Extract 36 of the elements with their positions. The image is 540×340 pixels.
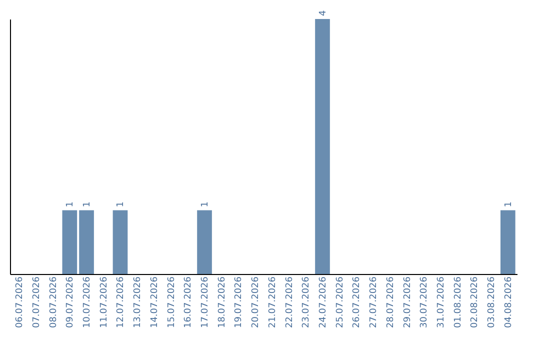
x-tick-label: 29.07.2026 <box>402 276 413 328</box>
x-tick-label: 10.07.2026 <box>82 276 93 328</box>
x-tick-label: 22.07.2026 <box>284 276 295 328</box>
x-tick-label: 17.07.2026 <box>200 276 211 328</box>
x-tick-label: 03.08.2026 <box>487 276 498 328</box>
x-tick-label: 13.07.2026 <box>133 276 144 328</box>
x-tick-label: 12.07.2026 <box>116 276 126 328</box>
x-tick-label: 21.07.2026 <box>268 276 278 328</box>
x-tick-label: 16.07.2026 <box>184 276 194 328</box>
x-tick-label: 04.08.2026 <box>504 276 514 328</box>
data-label: 1 <box>66 202 76 208</box>
x-tick-label: 28.07.2026 <box>386 276 396 328</box>
data-label: 1 <box>200 202 211 208</box>
x-tick-label: 31.07.2026 <box>436 276 446 328</box>
data-label: 1 <box>82 202 93 208</box>
x-tick-label: 18.07.2026 <box>217 276 228 328</box>
x-tick-label: 25.07.2026 <box>335 276 346 328</box>
x-tick-label: 11.07.2026 <box>99 276 110 328</box>
x-tick-label: 07.07.2026 <box>32 276 42 328</box>
x-tick-label: 27.07.2026 <box>369 276 380 328</box>
x-tick-label: 20.07.2026 <box>251 276 262 328</box>
x-tick-label: 02.08.2026 <box>470 276 480 328</box>
data-label: 4 <box>318 10 328 16</box>
x-tick-label: 14.07.2026 <box>150 276 160 328</box>
x-tick-label: 15.07.2026 <box>166 276 177 328</box>
x-tick-label: 26.07.2026 <box>352 276 362 328</box>
x-tick-label: 23.07.2026 <box>302 276 312 328</box>
x-tick-label: 06.07.2026 <box>15 276 26 328</box>
x-tick-label: 19.07.2026 <box>234 276 244 328</box>
x-tick-label: 30.07.2026 <box>420 276 430 328</box>
x-tick-label: 24.07.2026 <box>318 276 328 328</box>
x-tick-label: 01.08.2026 <box>453 276 464 328</box>
x-tick-label: 08.07.2026 <box>48 276 59 328</box>
data-label: 1 <box>116 202 126 208</box>
data-label: 1 <box>504 202 514 208</box>
x-tick-label: 09.07.2026 <box>66 276 76 328</box>
